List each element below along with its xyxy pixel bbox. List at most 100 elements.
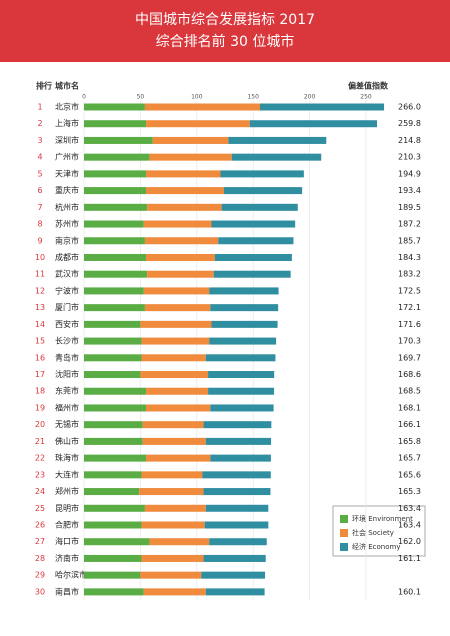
bar-segment [146,253,215,261]
bar-segment [84,136,153,144]
bar-segment [84,120,147,128]
total-label: 165.3 [398,487,421,496]
bar-segment [141,471,203,479]
rank-label: 7 [37,203,42,212]
chart-subtitle: 综合排名前 30 位城市 [156,33,295,50]
rank-label: 26 [35,521,45,530]
total-label: 165.6 [398,470,421,479]
bar-segment [223,187,303,195]
rank-header: 排行 [36,81,52,91]
bar-segment [84,237,145,245]
bar-segment [84,387,147,395]
bar-segment [84,337,142,345]
city-label: 南昌市 [55,586,79,596]
bar-segment [84,371,141,379]
bar-segment [141,521,205,529]
city-label: 东莞市 [55,386,79,396]
bar-segment [84,103,145,111]
bar-segment [84,421,143,429]
legend-label: 环境 Environment [352,514,413,523]
city-label: 哈尔滨市 [55,570,87,580]
bar-segment [84,153,150,161]
bar-segment [141,354,206,362]
bar-segment [84,354,142,362]
bar-segment [203,421,272,429]
bar-segment [84,437,143,445]
rank-label: 10 [35,253,45,262]
total-label: 160.1 [398,587,421,596]
bar-segment [84,538,150,546]
rank-label: 1 [37,103,42,112]
legend-label: 社会 Society [352,528,394,537]
city-label: 昆明市 [55,503,79,513]
total-label: 185.7 [398,236,421,245]
x-tick-label: 100 [191,94,203,101]
rank-label: 25 [35,504,45,513]
rank-label: 11 [35,270,45,279]
value-header: 偏差值指数 [348,81,389,91]
legend-swatch [340,515,348,523]
total-label: 259.8 [398,119,421,128]
rank-label: 8 [37,220,42,229]
rank-label: 3 [37,136,42,145]
rank-label: 28 [35,554,45,563]
bar-segment [84,404,147,412]
bar-segment [218,237,294,245]
city-label: 大连市 [55,469,79,479]
legend-swatch [340,529,348,537]
bar-segment [146,387,209,395]
bar-segment [220,170,304,178]
bar-segment [203,488,271,496]
city-label: 厦门市 [55,302,79,312]
city-label: 佛山市 [55,436,79,446]
bar-segment [143,588,206,596]
total-label: 163.4 [398,521,421,530]
rank-label: 15 [35,337,45,346]
bar-segment [141,554,204,562]
bar-segment [209,337,277,345]
legend-box [332,505,426,557]
city-label: 郑州市 [55,486,79,496]
bar-segment [228,136,327,144]
city-label: 珠海市 [55,453,79,463]
total-label: 166.1 [398,420,421,429]
city-label: 上海市 [55,118,79,128]
bar-segment [205,588,265,596]
total-label: 172.5 [398,286,421,295]
bar-segment [202,471,271,479]
rank-label: 30 [35,587,45,596]
bar-segment [147,203,222,211]
bar-segment [84,554,142,562]
bar-segment [205,354,276,362]
total-label: 162.0 [398,537,421,546]
bar-segment [259,103,385,111]
rank-label: 5 [37,169,42,178]
total-label: 189.5 [398,203,421,212]
bar-segment [84,588,144,596]
total-label: 172.1 [398,303,421,312]
city-label: 苏州市 [55,219,79,229]
rank-label: 20 [35,420,45,429]
total-label: 163.4 [398,504,421,513]
bar-segment [140,571,202,579]
total-label: 170.3 [398,337,421,346]
bar-segment [144,504,206,512]
total-label: 193.4 [398,186,421,195]
bar-segment [203,554,266,562]
total-label: 161.1 [398,554,421,563]
total-label: 168.5 [398,387,421,396]
bar-segment [204,521,269,529]
bar-segment [142,421,204,429]
legend-label: 经济 Economy [352,542,400,551]
bar-segment [146,187,224,195]
bar-segment [205,504,269,512]
city-label: 成都市 [55,252,79,262]
city-label: 海口市 [55,536,79,546]
city-label: 深圳市 [55,135,79,145]
x-tick-label: 200 [304,94,316,101]
city-label: 广州市 [55,152,79,162]
rank-label: 18 [35,387,45,396]
rank-label: 19 [35,403,45,412]
bar-segment [84,304,145,312]
